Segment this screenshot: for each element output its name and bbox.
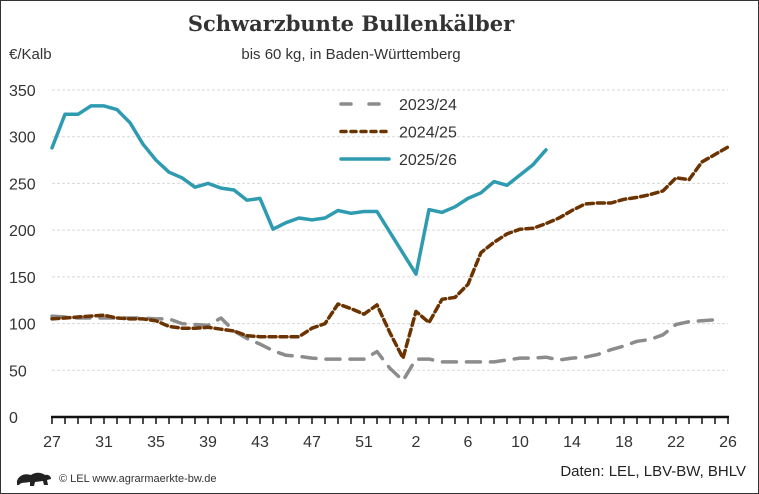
y-tick-label: 50 <box>9 363 27 380</box>
y-tick-label: 250 <box>9 176 36 193</box>
x-tick-label: 18 <box>615 434 633 451</box>
x-tick-label: 27 <box>43 434 61 451</box>
x-tick-label: 39 <box>199 434 217 451</box>
x-tick-label: 26 <box>719 434 737 451</box>
data-source-text: Daten: LEL, LBV-BW, BHLV <box>560 463 746 480</box>
legend-label: 2023/24 <box>399 97 457 114</box>
x-tick-label: 2 <box>412 434 421 451</box>
y-tick-label: 0 <box>9 410 18 427</box>
y-tick-label: 150 <box>9 270 36 287</box>
y-tick-label: 100 <box>9 317 36 334</box>
copyright-text: © LEL www.agrarmaerkte-bw.de <box>59 473 217 485</box>
x-tick-label: 43 <box>251 434 269 451</box>
x-tick-label: 31 <box>95 434 113 451</box>
y-axis-label: €/Kalb <box>9 46 52 63</box>
x-tick-label: 14 <box>563 434 581 451</box>
x-tick-label: 6 <box>464 434 473 451</box>
legend-label: 2025/26 <box>399 152 457 169</box>
legend-label: 2024/25 <box>399 125 457 142</box>
x-tick-label: 35 <box>147 434 165 451</box>
series-line-2023-24 <box>50 314 717 383</box>
x-tick-label: 22 <box>667 434 685 451</box>
series-line-2024-25 <box>50 145 730 360</box>
x-tick-label: 10 <box>511 434 529 451</box>
x-tick-label: 51 <box>355 434 373 451</box>
series-line-2025-26 <box>50 104 548 276</box>
y-tick-label: 200 <box>9 223 36 240</box>
chart-title: Schwarzbunte Bullenkälber <box>187 11 515 36</box>
chart-subtitle: bis 60 kg, in Baden-Württemberg <box>241 46 461 63</box>
y-tick-label: 300 <box>9 130 36 147</box>
lion-logo-icon <box>17 472 51 486</box>
x-tick-label: 47 <box>303 434 321 451</box>
y-tick-label: 350 <box>9 83 36 100</box>
